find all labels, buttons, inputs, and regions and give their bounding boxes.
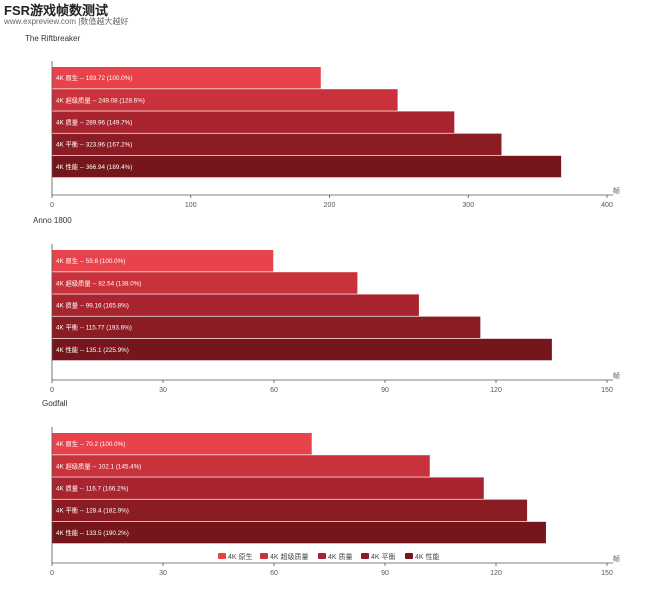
bar: [52, 455, 430, 477]
axis-unit-label: 帧: [613, 186, 620, 195]
legend-item: 4K 平衡: [371, 552, 396, 561]
bar-label: 4K 原生 -- 70.2 (100.0%): [56, 439, 125, 448]
x-tick-label: 0: [50, 202, 54, 209]
x-tick-label: 0: [50, 570, 54, 577]
bar: [52, 89, 398, 111]
x-tick-label: 400: [601, 202, 613, 209]
bar-label: 4K 原生 -- 59.8 (100.0%): [56, 256, 125, 265]
legend-swatch: [318, 553, 326, 559]
bar-label: 4K 平衡 -- 115.77 (193.6%): [56, 323, 132, 332]
bar-label: 4K 质量 -- 99.16 (165.8%): [56, 300, 129, 309]
x-tick-label: 150: [601, 570, 613, 577]
chart-title: Anno 1800: [33, 216, 72, 225]
x-tick-label: 120: [490, 387, 502, 394]
bar: [52, 111, 455, 133]
bar-label: 4K 性能 -- 135.1 (225.9%): [56, 345, 129, 354]
legend-item: 4K 质量: [328, 552, 353, 561]
bar: [52, 477, 484, 499]
bar: [52, 499, 528, 522]
page-subtitle: www.expreview.com |数值越大越好: [4, 17, 129, 26]
bar-label: 4K 原生 -- 193.72 (100.0%): [56, 73, 132, 82]
bar-label: 4K 超级质量 -- 82.54 (138.0%): [56, 278, 141, 287]
x-tick-label: 150: [601, 387, 613, 394]
bar: [52, 133, 502, 156]
bar-label: 4K 平衡 -- 323.96 (167.2%): [56, 140, 132, 149]
bar: [52, 294, 419, 316]
legend-swatch: [260, 553, 268, 559]
bar-label: 4K 质量 -- 116.7 (166.2%): [56, 483, 128, 492]
legend-swatch: [361, 553, 369, 559]
bar: [52, 338, 552, 361]
legend-item: 4K 超级质量: [270, 552, 309, 561]
bar: [52, 250, 274, 272]
chart-title: The Riftbreaker: [25, 34, 80, 43]
axis-unit-label: 帧: [613, 554, 620, 563]
x-tick-label: 60: [270, 570, 278, 577]
x-tick-label: 100: [185, 202, 197, 209]
bar: [52, 521, 546, 544]
bar: [52, 155, 562, 178]
x-tick-label: 90: [381, 570, 389, 577]
bar-label: 4K 超级质量 -- 249.08 (128.6%): [56, 95, 145, 104]
bar: [52, 67, 321, 89]
x-tick-label: 120: [490, 570, 502, 577]
page-title: FSR游戏帧数测试: [4, 3, 109, 18]
x-tick-label: 90: [381, 387, 389, 394]
bar-label: 4K 超级质量 -- 102.1 (145.4%): [56, 461, 141, 470]
legend-item: 4K 原生: [228, 552, 253, 561]
legend-item: 4K 性能: [415, 552, 440, 561]
x-tick-label: 60: [270, 387, 278, 394]
bar-label: 4K 性能 -- 133.5 (190.2%): [56, 528, 129, 537]
axis-unit-label: 帧: [613, 371, 620, 380]
bar: [52, 316, 481, 339]
bar-label: 4K 平衡 -- 128.4 (182.9%): [56, 506, 129, 515]
legend-swatch: [405, 553, 413, 559]
x-tick-label: 200: [324, 202, 336, 209]
x-tick-label: 300: [462, 202, 474, 209]
x-tick-label: 0: [50, 387, 54, 394]
bar-label: 4K 性能 -- 366.94 (189.4%): [56, 162, 132, 171]
chart-title: Godfall: [42, 399, 68, 408]
bar: [52, 433, 312, 455]
bar: [52, 272, 358, 294]
bar-label: 4K 质量 -- 289.96 (149.7%): [56, 117, 132, 126]
x-tick-label: 30: [159, 387, 167, 394]
x-tick-label: 30: [159, 570, 167, 577]
legend-swatch: [218, 553, 226, 559]
